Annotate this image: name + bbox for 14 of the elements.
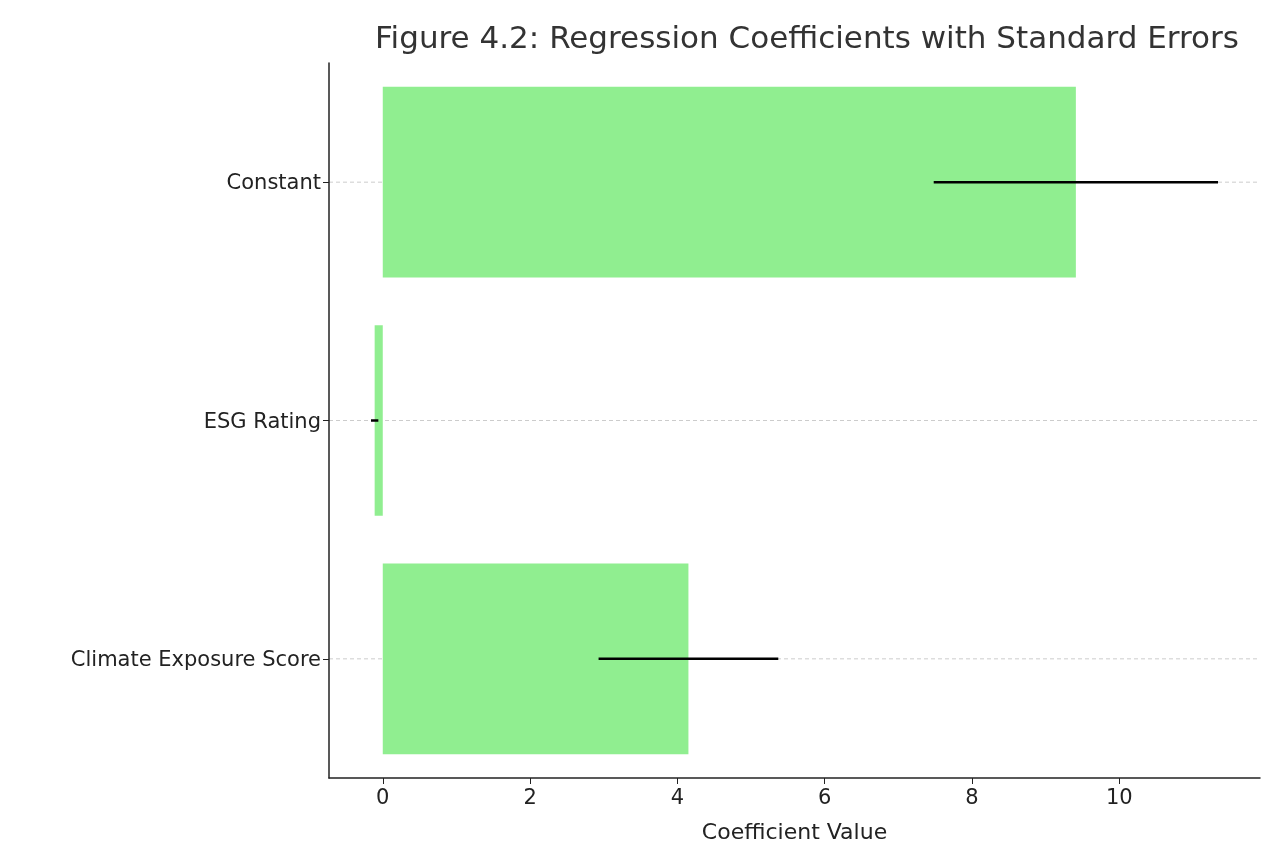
x-tick-label: 4 xyxy=(670,784,685,809)
x-tick-label: 2 xyxy=(523,784,537,809)
y-tick-label: Constant xyxy=(226,170,321,195)
y-tick-label: Climate Exposure Score xyxy=(70,646,321,671)
x-tick-label: 8 xyxy=(965,784,979,809)
chart-title: Figure 4.2: Regression Coefficients with Standard Errors xyxy=(375,18,1239,55)
bar xyxy=(382,563,689,755)
x-axis-title: Coefficient Value xyxy=(701,818,888,844)
x-tick-label: 0 xyxy=(376,784,390,809)
x-tick-label: 10 xyxy=(1105,784,1133,809)
bar xyxy=(374,325,383,516)
y-tick-label: ESG Rating xyxy=(203,408,321,433)
bar xyxy=(382,86,1076,278)
x-tick-label: 6 xyxy=(818,784,832,809)
